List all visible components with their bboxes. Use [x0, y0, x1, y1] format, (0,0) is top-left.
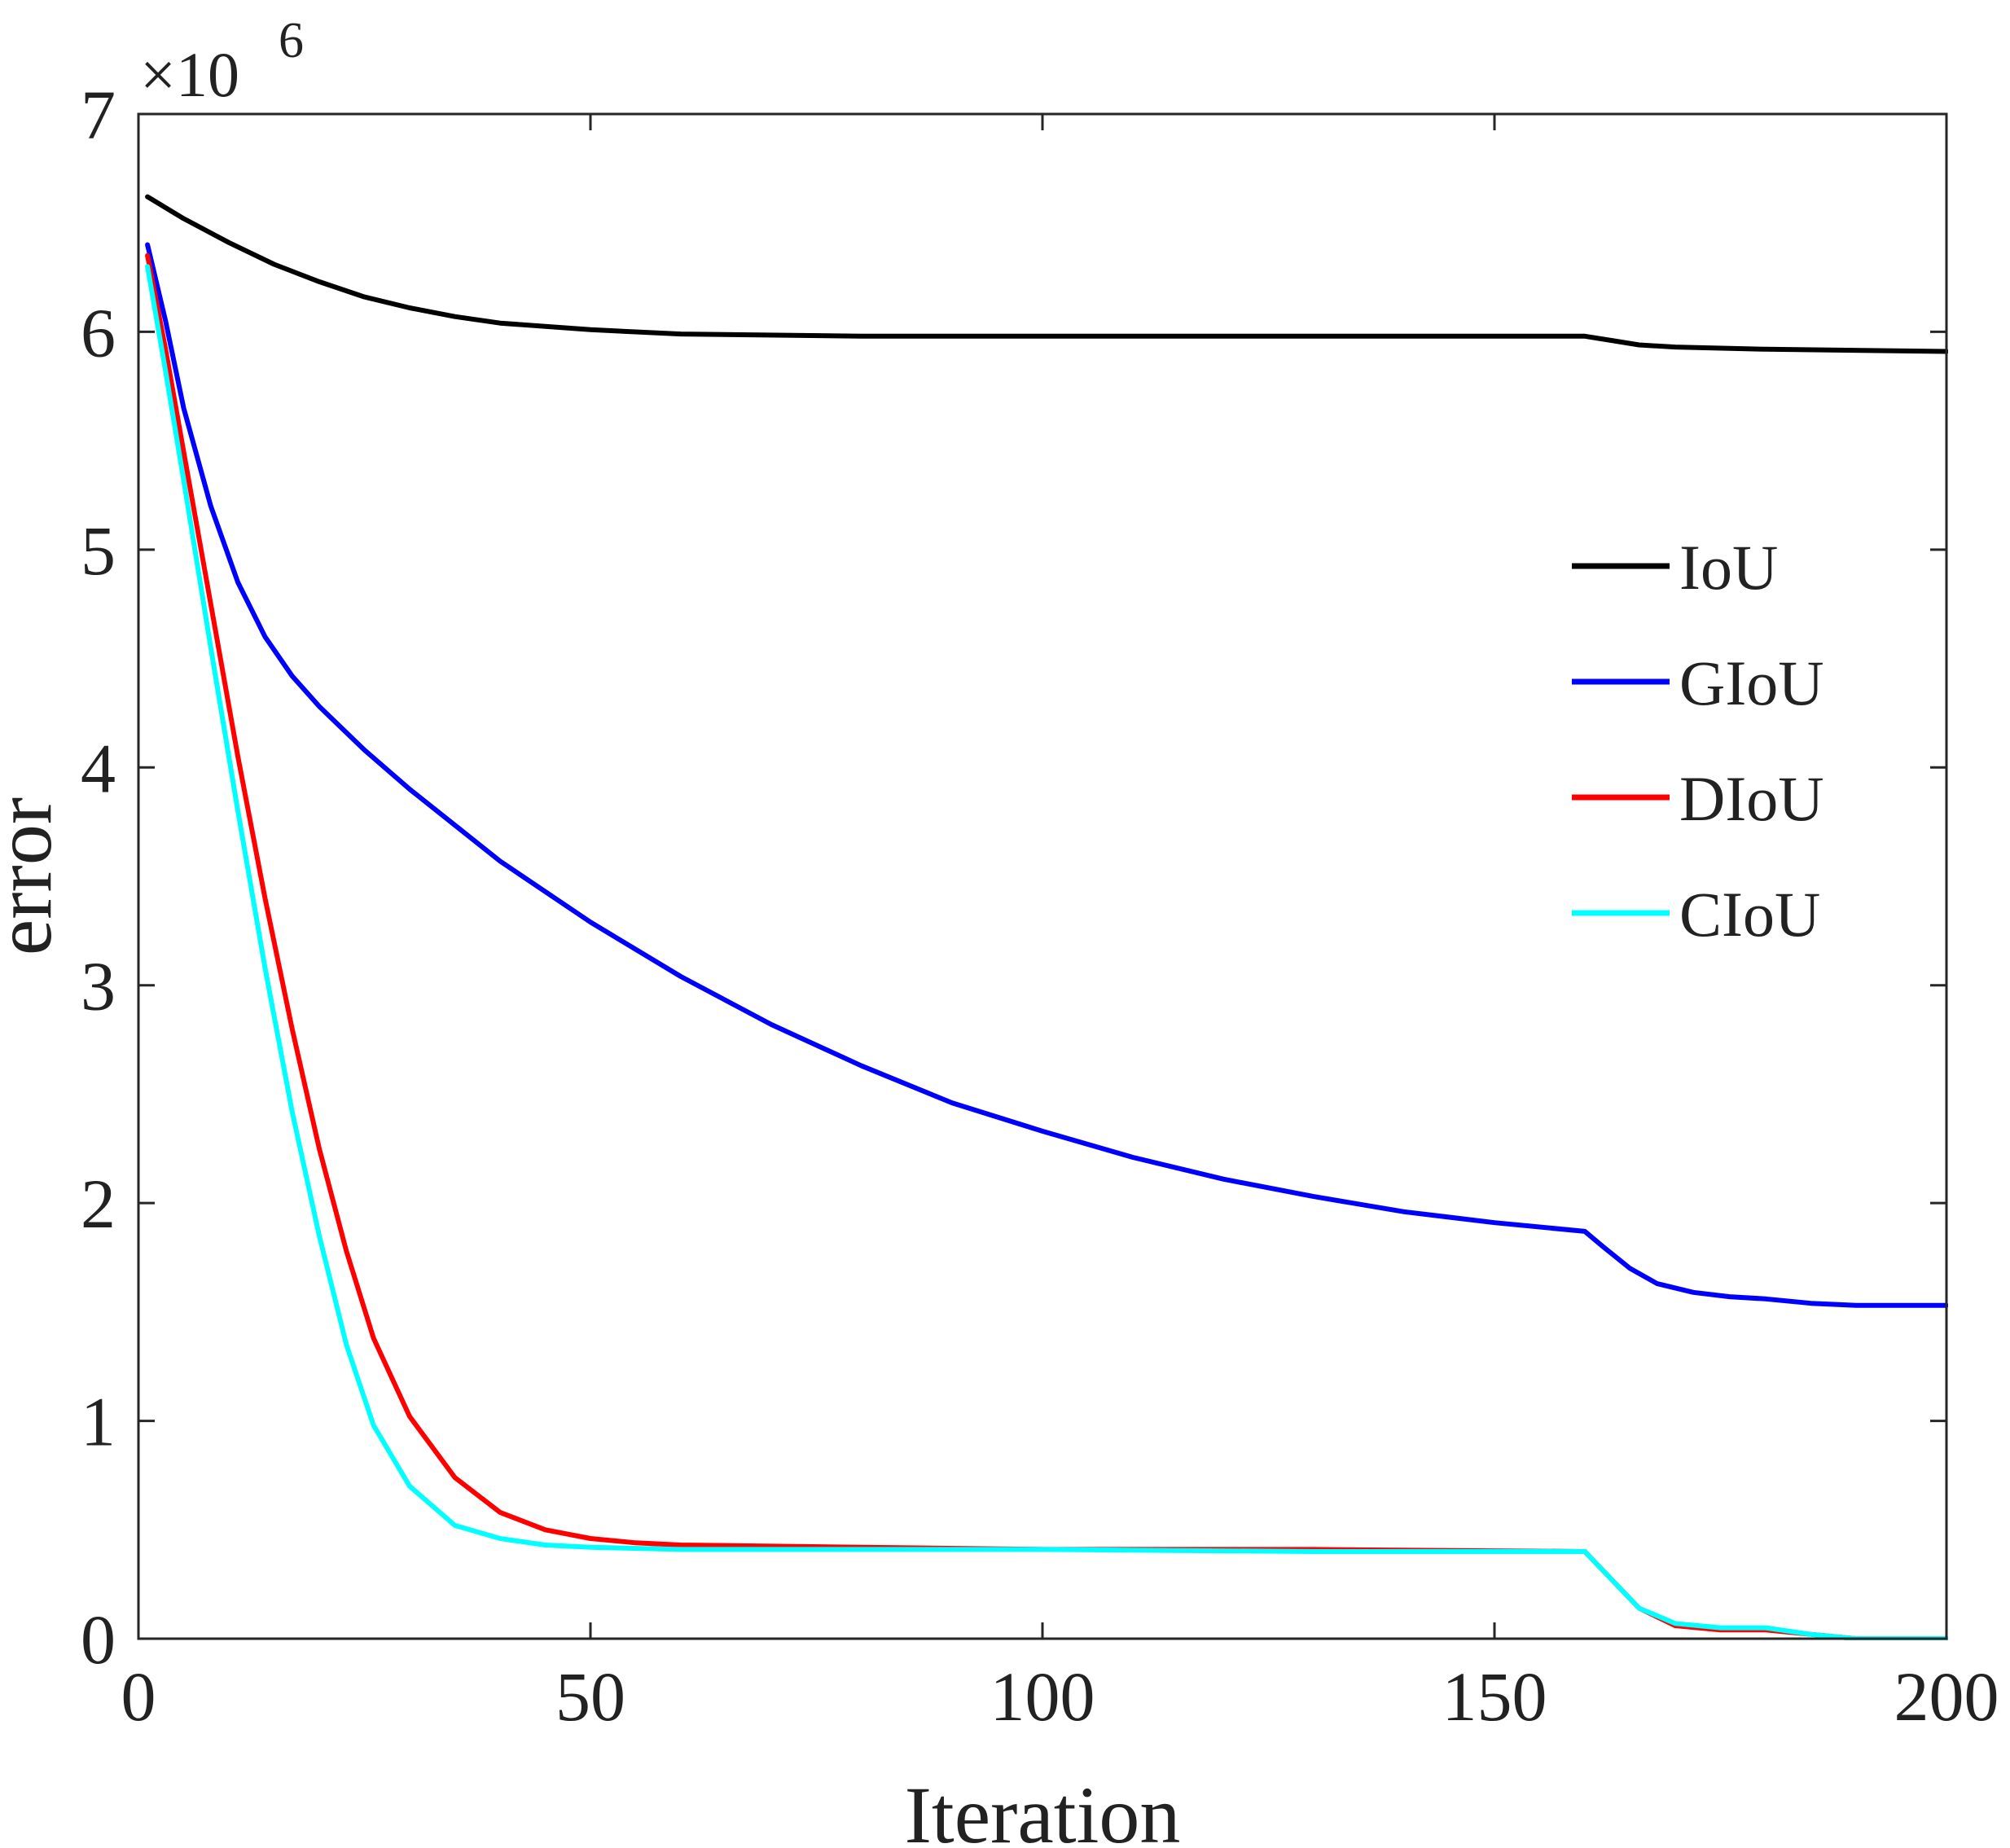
- y-axis-label: error: [0, 797, 68, 955]
- series-layer: [145, 194, 1948, 1640]
- x-tick-label: 150: [1442, 1657, 1547, 1736]
- y-multiplier-base: ×10: [140, 39, 239, 110]
- x-tick-label: 100: [990, 1657, 1095, 1736]
- x-tick-label: 50: [555, 1657, 625, 1736]
- legend-label-iou: IoU: [1679, 532, 1778, 603]
- x-axis: 0 50 100 150 200: [121, 114, 1999, 1736]
- y-axis: 0 1 2 3 4 5 6 7: [81, 76, 1946, 1679]
- y-tick-label: 1: [81, 1383, 116, 1461]
- y-tick-label: 7: [81, 76, 116, 154]
- x-tick-label: 0: [121, 1657, 156, 1736]
- series-line-ciou: [145, 264, 1948, 1640]
- y-tick-label: 2: [81, 1165, 116, 1243]
- y-tick-label: 0: [81, 1600, 116, 1679]
- series-line-iou: [145, 194, 1948, 354]
- y-axis-multiplier: ×10 6: [140, 13, 304, 110]
- legend: IoU GIoU DIoU CIoU: [1572, 532, 1824, 950]
- series-line-giou: [145, 242, 1948, 1308]
- y-tick-label: 3: [81, 947, 116, 1025]
- y-tick-label: 5: [81, 511, 116, 590]
- y-tick-label: 4: [81, 729, 116, 807]
- legend-label-diou: DIoU: [1679, 763, 1824, 834]
- x-tick-label: 200: [1894, 1657, 1999, 1736]
- legend-label-giou: GIoU: [1679, 647, 1824, 718]
- y-tick-label: 6: [81, 293, 116, 371]
- y-multiplier-exponent: 6: [279, 13, 304, 68]
- x-axis-label: Iteration: [905, 1770, 1181, 1848]
- legend-label-ciou: CIoU: [1679, 879, 1820, 950]
